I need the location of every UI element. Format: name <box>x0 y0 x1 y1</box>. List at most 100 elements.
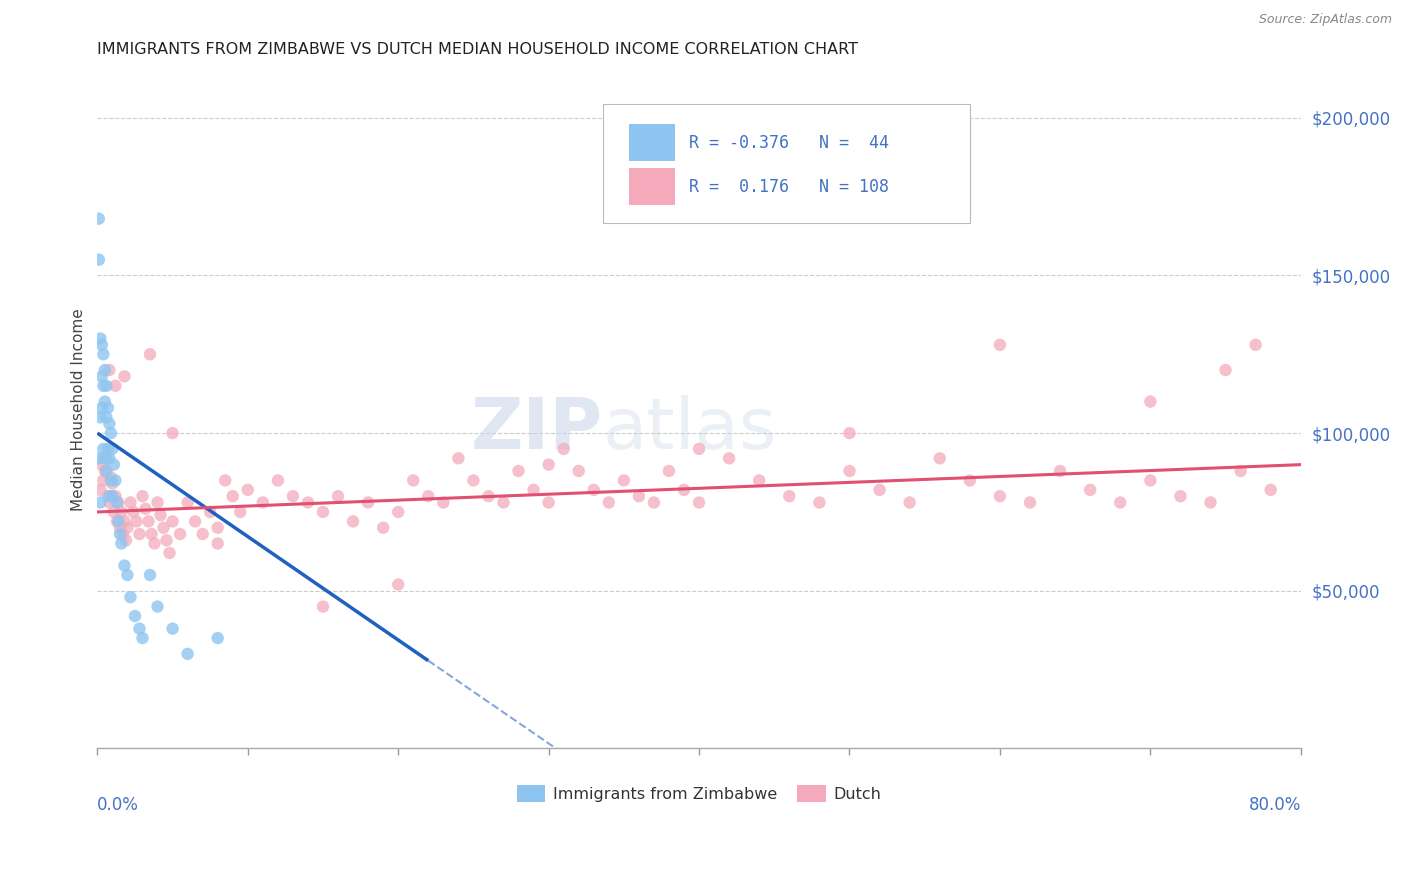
Text: Source: ZipAtlas.com: Source: ZipAtlas.com <box>1258 13 1392 27</box>
Point <box>105 515 128 529</box>
Point <box>627 489 650 503</box>
Text: 80.0%: 80.0% <box>1249 796 1301 814</box>
Point <box>207 536 229 550</box>
Point <box>1229 464 1251 478</box>
Y-axis label: Median Household Income: Median Household Income <box>72 308 86 511</box>
Point <box>1049 464 1071 478</box>
Point <box>93 442 115 456</box>
Point <box>98 417 121 431</box>
Point <box>898 495 921 509</box>
Point <box>928 451 950 466</box>
Point <box>658 464 681 478</box>
Point <box>120 495 142 509</box>
Point <box>104 489 127 503</box>
Point <box>110 505 132 519</box>
Point <box>1019 495 1042 509</box>
Point <box>236 483 259 497</box>
Point <box>108 521 131 535</box>
Point <box>90 458 112 472</box>
Point <box>87 451 110 466</box>
Point <box>176 647 198 661</box>
Point <box>111 527 134 541</box>
Point <box>152 521 174 535</box>
Point <box>97 442 120 456</box>
Point <box>267 474 290 488</box>
Point <box>100 474 122 488</box>
Point <box>537 458 560 472</box>
Point <box>89 331 111 345</box>
Point <box>89 495 111 509</box>
Point <box>184 515 207 529</box>
Point <box>252 495 274 509</box>
Point <box>90 401 112 415</box>
Point <box>87 211 110 226</box>
Point <box>387 505 409 519</box>
Point <box>128 527 150 541</box>
Point <box>959 474 981 488</box>
Point <box>134 501 156 516</box>
Point <box>110 536 132 550</box>
Point <box>94 394 117 409</box>
Point <box>1199 495 1222 509</box>
Point <box>778 489 800 503</box>
Point <box>120 590 142 604</box>
Point <box>162 515 184 529</box>
Point <box>477 489 499 503</box>
Point <box>131 631 153 645</box>
Point <box>169 527 191 541</box>
Point <box>105 495 128 509</box>
FancyBboxPatch shape <box>603 104 970 223</box>
Point <box>297 495 319 509</box>
Point <box>387 577 409 591</box>
Point <box>96 464 118 478</box>
Point <box>988 489 1011 503</box>
Point <box>97 489 120 503</box>
Point <box>94 451 117 466</box>
Point <box>98 451 121 466</box>
Text: IMMIGRANTS FROM ZIMBABWE VS DUTCH MEDIAN HOUSEHOLD INCOME CORRELATION CHART: IMMIGRANTS FROM ZIMBABWE VS DUTCH MEDIAN… <box>97 42 858 57</box>
Point <box>672 483 695 497</box>
Point <box>159 546 181 560</box>
Point <box>112 369 135 384</box>
Point <box>89 410 111 425</box>
Point <box>128 622 150 636</box>
Point <box>1170 489 1192 503</box>
Point <box>98 363 121 377</box>
Point <box>162 622 184 636</box>
Point <box>149 508 172 522</box>
Point <box>643 495 665 509</box>
Point <box>125 515 148 529</box>
Text: R =  0.176   N = 108: R = 0.176 N = 108 <box>689 178 890 195</box>
Point <box>94 363 117 377</box>
Point <box>117 521 139 535</box>
Point <box>342 515 364 529</box>
Point <box>229 505 252 519</box>
Point <box>198 505 221 519</box>
Legend: Immigrants from Zimbabwe, Dutch: Immigrants from Zimbabwe, Dutch <box>510 779 887 808</box>
Point <box>131 489 153 503</box>
Point <box>89 483 111 497</box>
Point <box>122 505 145 519</box>
Point <box>96 379 118 393</box>
Point <box>508 464 530 478</box>
Point <box>138 515 160 529</box>
Point <box>107 495 129 509</box>
Point <box>139 568 162 582</box>
Point <box>176 495 198 509</box>
Point <box>146 495 169 509</box>
Text: atlas: atlas <box>603 395 778 465</box>
Point <box>191 527 214 541</box>
Point <box>207 631 229 645</box>
Point <box>869 483 891 497</box>
Point <box>312 505 335 519</box>
Point <box>94 464 117 478</box>
Point <box>93 379 115 393</box>
Point <box>748 474 770 488</box>
Point <box>214 474 236 488</box>
Point <box>124 609 146 624</box>
Point <box>96 451 118 466</box>
Bar <box>630 124 675 161</box>
Point <box>312 599 335 614</box>
Point <box>357 495 380 509</box>
Point <box>582 483 605 497</box>
